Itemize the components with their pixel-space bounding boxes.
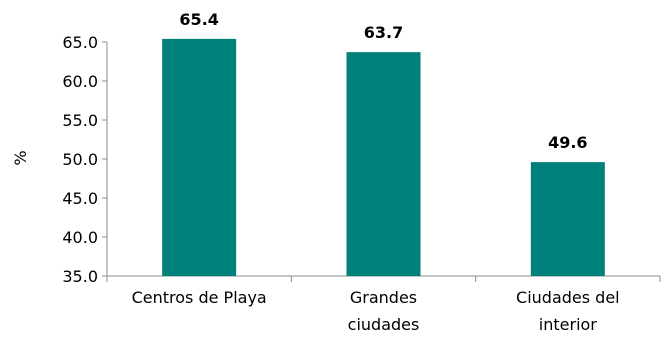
bar <box>530 162 605 276</box>
y-axis-title: % <box>11 150 30 165</box>
bar <box>162 38 237 276</box>
x-category-label: Centros de Playa <box>132 288 267 307</box>
x-category-label-line: Grandes <box>350 288 417 307</box>
y-tick-label: 60.0 <box>62 72 98 91</box>
bar <box>346 52 421 276</box>
x-category-label-line: interior <box>539 315 598 334</box>
x-category-label: Grandes ciudades <box>348 288 420 334</box>
x-category-label-line: ciudades <box>348 315 420 334</box>
data-label: 65.4 <box>179 10 218 29</box>
y-tick-label: 55.0 <box>62 111 98 130</box>
x-category-label-line: Centros de Playa <box>132 288 267 307</box>
y-tick-label: 35.0 <box>62 267 98 286</box>
x-category-label: Ciudades del interior <box>516 288 620 334</box>
y-tick-label: 65.0 <box>62 33 98 52</box>
data-label: 49.6 <box>548 133 587 152</box>
data-label: 63.7 <box>364 23 403 42</box>
x-category-label-line: Ciudades del <box>516 288 620 307</box>
y-tick-label: 45.0 <box>62 189 98 208</box>
y-tick-label: 50.0 <box>62 150 98 169</box>
y-tick-label: 40.0 <box>62 228 98 247</box>
